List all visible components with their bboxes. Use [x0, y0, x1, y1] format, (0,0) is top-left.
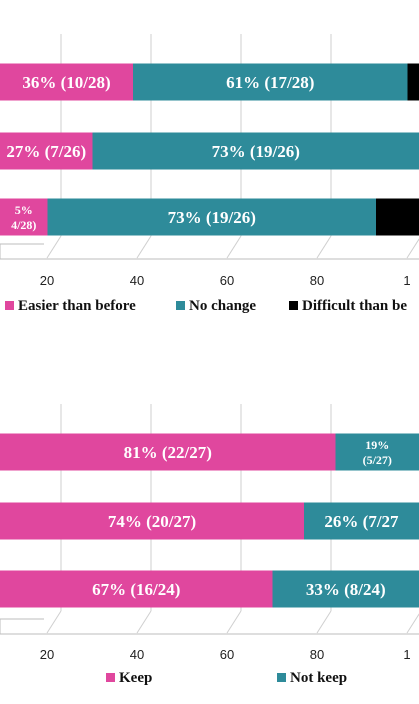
chart-1-x-tick-label: 40 — [130, 273, 144, 288]
chart-2-bar-data-label: 81% (22/27) — [124, 443, 212, 462]
chart-2-legend-label: Not keep — [290, 670, 347, 686]
chart-2-x-tick-label: 80 — [310, 647, 324, 662]
chart-2-x-tick-label: 1 — [403, 647, 410, 662]
chart-2-gridline-floor — [317, 611, 331, 633]
chart-1-legend-label: Easier than before — [18, 298, 136, 314]
chart-2-bar-data-label: 26% (7/27 — [324, 512, 399, 531]
chart-1-legend-swatch — [5, 301, 14, 310]
chart-1-legend-swatch — [176, 301, 185, 310]
chart-1-bar-data-label: 5%4/28) — [11, 203, 36, 232]
chart-1-legend-swatch — [289, 301, 298, 310]
chart-2-bar-data-label: 67% (16/24) — [92, 580, 180, 599]
chart-1-bar-data-label: 73% (19/26) — [168, 208, 256, 227]
chart-1-gridline-floor — [137, 236, 151, 258]
chart-1-gridline-floor — [227, 236, 241, 258]
chart-2-x-tick-label: 60 — [220, 647, 234, 662]
chart-2-x-tick-label: 40 — [130, 647, 144, 662]
chart-2-bar-data-label: 74% (20/27) — [108, 512, 196, 531]
chart-1-bar-data-label: 61% (17/28) — [226, 73, 314, 92]
chart-2-gridline-floor — [227, 611, 241, 633]
chart-1-gridline-floor — [317, 236, 331, 258]
chart-2-bar-data-label: 33% (8/24) — [306, 580, 386, 599]
chart-2-x-tick-label: 20 — [40, 647, 54, 662]
chart-1-x-tick-label: 1 — [403, 273, 410, 288]
chart-1-x-tick-label: 80 — [310, 273, 324, 288]
chart-1-x-tick-label: 20 — [40, 273, 54, 288]
chart-1-legend-label: No change — [189, 298, 256, 314]
chart-1-x-tick-label: 60 — [220, 273, 234, 288]
chart-1-bar-data-label: 36% (10/28) — [22, 73, 110, 92]
chart-1-gridline-floor — [47, 236, 61, 258]
chart-2-bar-data-label: 19%(5/27) — [363, 438, 392, 467]
chart-1-gridline-floor — [407, 236, 419, 258]
chart-1-legend-label: Difficult than be — [302, 298, 407, 314]
chart-2-gridline-floor — [47, 611, 61, 633]
chart-2-legend-swatch — [106, 673, 115, 682]
chart-2-legend-swatch — [277, 673, 286, 682]
chart-1-bar-data-label: 27% (7/26) — [6, 142, 86, 161]
chart-2-gridline-floor — [407, 611, 419, 633]
chart-1-bar-data-label: 73% (19/26) — [212, 142, 300, 161]
chart-1-bar-segment — [408, 64, 419, 101]
chart-1-bar-segment — [376, 199, 419, 236]
chart-2-gridline-floor — [137, 611, 151, 633]
chart-2-legend-label: Keep — [119, 670, 152, 686]
